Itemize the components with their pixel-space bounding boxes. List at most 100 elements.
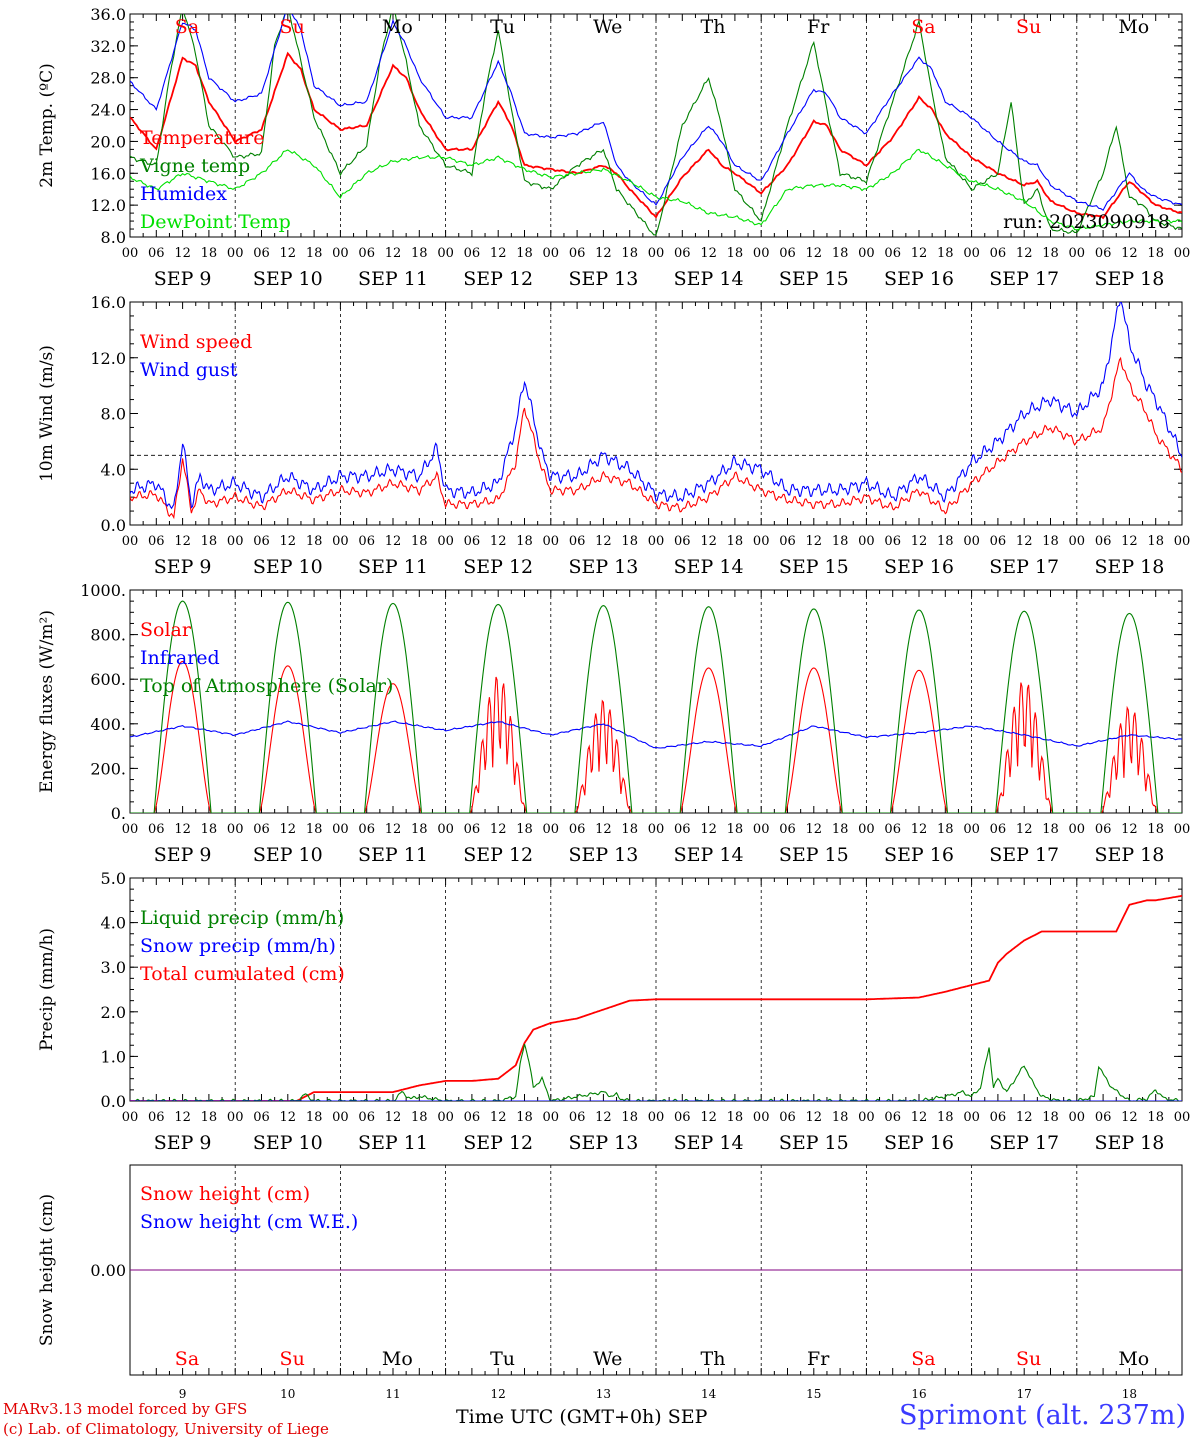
day-number-label: 15 [806, 1387, 821, 1401]
hour-label: 06 [779, 534, 796, 549]
hour-label: 12 [280, 1110, 297, 1125]
hour-label: 12 [595, 1110, 612, 1125]
weekday-label: Fr [807, 1348, 830, 1370]
legend-entry: Infrared [140, 647, 220, 669]
date-label: SEP 15 [779, 1132, 849, 1154]
series-top-of-atmosphere-solar- [130, 600, 1182, 813]
date-label: SEP 11 [358, 268, 428, 290]
series-wind-speed [130, 356, 1182, 520]
weekday-label: We [593, 1348, 622, 1370]
hour-label: 12 [490, 534, 507, 549]
day-number-label: 14 [701, 1387, 717, 1401]
date-label: SEP 12 [463, 1132, 533, 1154]
hour-label: 00 [122, 822, 139, 837]
legend-entry: Snow height (cm W.E.) [140, 1211, 358, 1233]
hour-label: 12 [806, 822, 823, 837]
weekday-label: Mo [1118, 16, 1149, 38]
hour-label: 00 [332, 1110, 349, 1125]
day-number-label: 12 [491, 1387, 506, 1401]
hour-label: 00 [858, 1110, 875, 1125]
hour-label: 12 [385, 246, 402, 261]
y-tick-label: 16.0 [90, 164, 126, 183]
hour-label: 06 [990, 822, 1007, 837]
legend-entry: Vigne temp [139, 155, 250, 177]
hour-label: 00 [437, 534, 454, 549]
date-label: SEP 17 [989, 556, 1059, 578]
legend-entry: Wind speed [140, 331, 252, 353]
y-tick-label: 200. [90, 759, 126, 778]
hour-label: 00 [648, 1110, 665, 1125]
hour-label: 18 [411, 246, 428, 261]
legend-entry: Temperature [140, 127, 264, 149]
hour-label: 06 [148, 822, 165, 837]
hour-label: 18 [516, 822, 533, 837]
date-label: SEP 14 [674, 268, 744, 290]
hour-label: 12 [174, 534, 191, 549]
hour-label: 00 [122, 246, 139, 261]
hour-label: 00 [858, 246, 875, 261]
y-tick-label: 24.0 [90, 101, 126, 120]
series-solar [130, 660, 1182, 813]
weekday-label: Mo [382, 16, 413, 38]
hour-label: 12 [911, 1110, 928, 1125]
y-tick-label: 0.0 [101, 1092, 126, 1111]
hour-label: 00 [858, 534, 875, 549]
date-label: SEP 12 [463, 844, 533, 866]
day-number-label: 13 [596, 1387, 611, 1401]
hour-label: 12 [490, 246, 507, 261]
hour-label: 12 [1121, 822, 1138, 837]
hour-label: 00 [227, 246, 244, 261]
day-number-label: 18 [1122, 1387, 1137, 1401]
hour-label: 06 [1095, 246, 1112, 261]
hour-label: 12 [700, 1110, 717, 1125]
hour-label: 06 [148, 534, 165, 549]
series-total-cumulated-cm- [130, 894, 1182, 1101]
hour-label: 00 [963, 822, 980, 837]
hour-label: 00 [648, 822, 665, 837]
date-label: SEP 14 [674, 556, 744, 578]
hour-label: 00 [543, 534, 560, 549]
panel-4: 0.0 1.0 2.0 3.0 4.0 5.0 Precip (mm/h) Liquid pr… [37, 869, 1190, 1154]
hour-label: 00 [332, 246, 349, 261]
y-tick-label: 1.0 [101, 1047, 126, 1066]
hour-label: 00 [753, 246, 770, 261]
hour-label: 18 [1042, 246, 1059, 261]
y-axis-label: Energy fluxes (W/m²) [37, 610, 57, 793]
hour-label: 12 [1121, 246, 1138, 261]
legend-entry: Humidex [140, 183, 227, 205]
hour-label: 06 [253, 1110, 270, 1125]
hour-label: 12 [595, 534, 612, 549]
hour-label: 12 [385, 822, 402, 837]
hour-label: 00 [122, 1110, 139, 1125]
hour-label: 18 [727, 1110, 744, 1125]
date-label: SEP 16 [884, 844, 954, 866]
hour-label: 00 [1174, 534, 1191, 549]
y-tick-label: 36.0 [90, 5, 126, 24]
date-label: SEP 10 [253, 1132, 323, 1154]
hour-label: 06 [253, 822, 270, 837]
weekday-label: Su [280, 16, 305, 38]
hour-label: 00 [332, 822, 349, 837]
hour-label: 18 [1147, 534, 1164, 549]
weekday-label: Th [701, 16, 726, 38]
hour-label: 12 [911, 246, 928, 261]
hour-label: 06 [148, 246, 165, 261]
hour-label: 06 [464, 246, 481, 261]
hour-label: 06 [464, 1110, 481, 1125]
date-label: SEP 9 [154, 268, 212, 290]
hour-label: 06 [674, 822, 691, 837]
y-axis-label: 2m Temp. (ºC) [37, 63, 57, 188]
hour-label: 06 [569, 534, 586, 549]
day-number-label: 9 [179, 1387, 187, 1401]
date-label: SEP 11 [358, 1132, 428, 1154]
legend-entry: Solar [140, 619, 192, 641]
y-tick-label: 4.0 [101, 914, 126, 933]
panel-3: 0. 200. 400. 600. 800. 1000. Energy fluxes (W/… [37, 581, 1190, 866]
hour-label: 00 [332, 534, 349, 549]
hour-label: 12 [490, 1110, 507, 1125]
hour-label: 12 [490, 822, 507, 837]
hour-label: 18 [937, 534, 954, 549]
date-label: SEP 10 [253, 844, 323, 866]
hour-label: 06 [1095, 1110, 1112, 1125]
hour-label: 18 [306, 1110, 323, 1125]
